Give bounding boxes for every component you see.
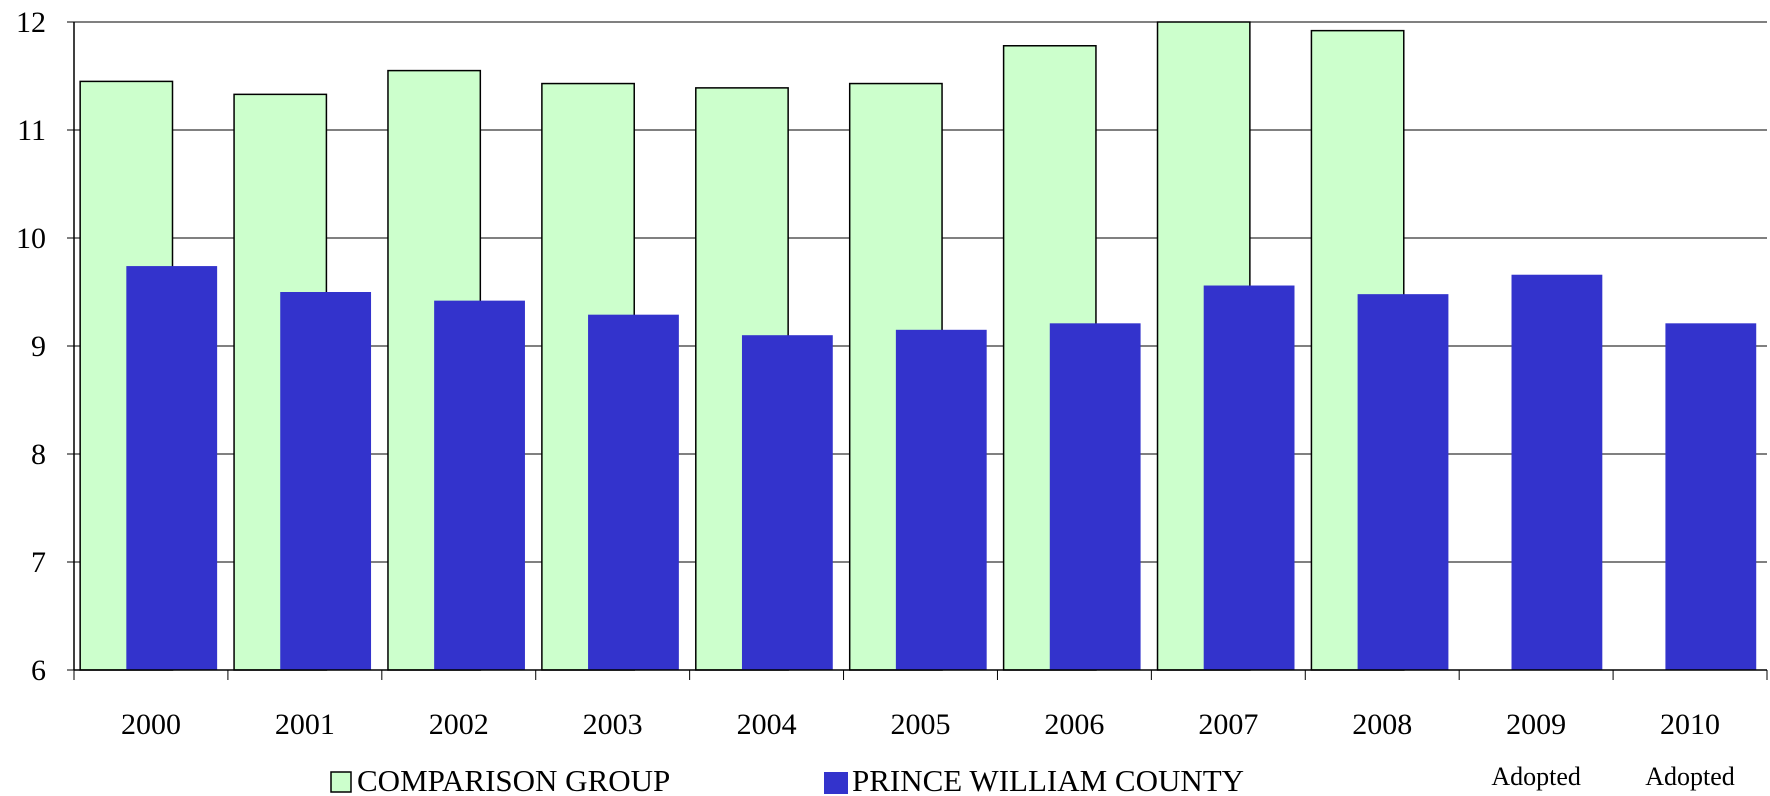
y-tick-label: 7	[31, 546, 46, 579]
x-category-label: 2000	[121, 708, 181, 741]
x-category-sublabel: Adopted	[1491, 762, 1581, 791]
x-category-label: 2004	[737, 708, 797, 741]
legend-label-comparison-group: COMPARISON GROUP	[357, 763, 670, 796]
legend-label-prince-william-county: PRINCE WILLIAM COUNTY	[852, 763, 1244, 796]
bar-prince-william-county-2009	[1511, 274, 1603, 670]
bar-prince-william-county-2004	[741, 335, 833, 670]
x-category-label: 2002	[429, 708, 489, 741]
x-category-label: 2001	[275, 708, 335, 741]
axes	[67, 21, 1768, 680]
bar-prince-william-county-2005	[895, 329, 987, 670]
x-category-label: 2005	[891, 708, 951, 741]
x-category-label: 2010	[1660, 708, 1720, 741]
bar-prince-william-county-2008	[1357, 294, 1449, 670]
legend-swatch-comparison-group	[330, 771, 352, 793]
bar-prince-william-county-2001	[280, 292, 372, 670]
bar-prince-william-county-2000	[126, 266, 218, 670]
y-tick-label: 11	[17, 114, 46, 147]
y-tick-label: 12	[16, 6, 46, 39]
y-tick-label: 6	[31, 654, 46, 687]
x-category-label: 2008	[1352, 708, 1412, 741]
x-category-label: 2007	[1198, 708, 1258, 741]
bars-layer	[79, 21, 1757, 671]
y-tick-label: 9	[31, 330, 46, 363]
bar-prince-william-county-2003	[588, 314, 679, 670]
x-category-sublabel: Adopted	[1645, 762, 1735, 791]
legend: COMPARISON GROUP PRINCE WILLIAM COUNTY	[330, 763, 1244, 796]
legend-swatch-prince-william-county	[824, 772, 848, 794]
bar-prince-william-county-2002	[434, 300, 525, 670]
x-category-label: 2009	[1506, 708, 1566, 741]
bar-prince-william-county-2006	[1049, 323, 1141, 670]
bar-prince-william-county-2010	[1665, 323, 1757, 670]
axis-labels: 6 7 8 9 10 11 12 2000 2001 2002 2003 2004 2005 2006 20…	[16, 6, 1735, 791]
bar-prince-william-county-2007	[1203, 285, 1295, 670]
y-tick-label: 10	[16, 222, 46, 255]
x-category-label: 2003	[583, 708, 643, 741]
x-category-label: 2006	[1044, 708, 1104, 741]
y-tick-label: 8	[31, 438, 46, 471]
